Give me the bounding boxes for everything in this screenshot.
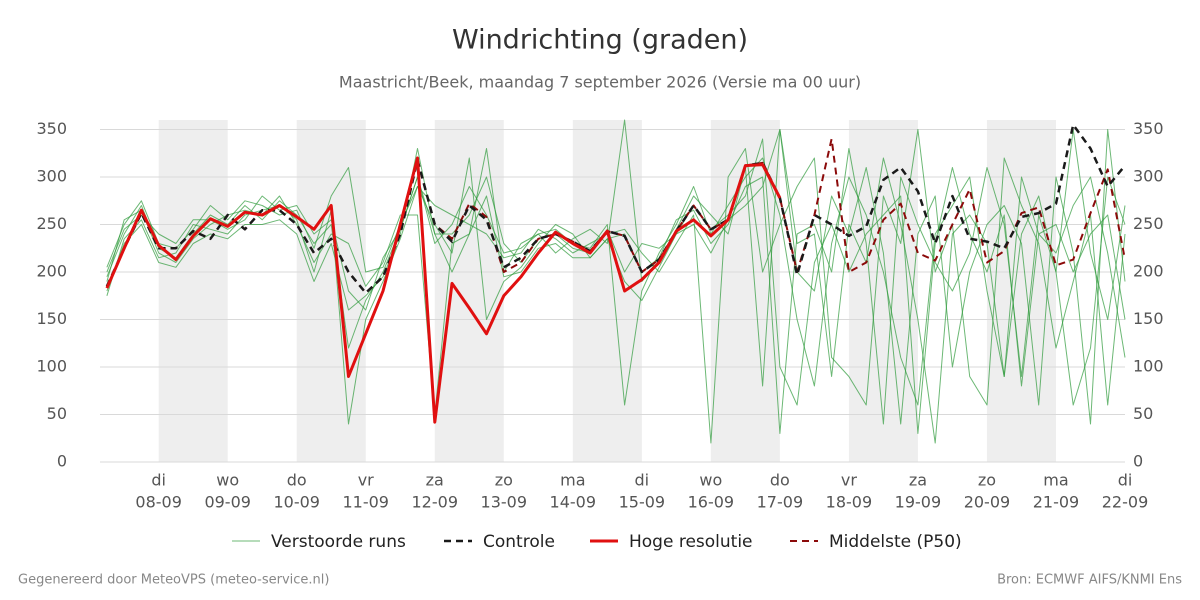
day-band [296,120,366,462]
ensemble-line [106,129,1126,444]
x-tick-label: vr [841,471,857,490]
day-band [158,120,228,462]
x-tick-label: 19-09 [895,493,942,512]
x-tick-label: wo [216,471,239,490]
legend-label: Middelste (P50) [829,532,962,552]
legend-label: Verstoorde runs [271,532,406,552]
x-tick-label: zo [978,471,996,490]
x-tick-label: ma [560,471,585,490]
footer-left: Gegenereerd door MeteoVPS (meteo-service… [18,573,329,588]
x-tick-label: 15-09 [619,493,666,512]
day-band [434,120,504,462]
series-line [105,123,1126,295]
chart-title: Windrichting (graden) [452,25,748,56]
x-tick-label: 09-09 [204,493,251,512]
y2-tick-label: 300 [1133,167,1164,186]
y2-tick-label: 150 [1133,309,1164,328]
y2-tick-label: 350 [1133,119,1164,138]
x-tick-label: 12-09 [412,493,459,512]
y-tick-label: 200 [36,262,67,281]
y-tick-label: 100 [36,357,67,376]
x-tick-label: do [770,471,790,490]
x-tick-label: do [287,471,307,490]
y2-tick-label: 100 [1133,357,1164,376]
y-tick-label: 300 [36,167,67,186]
footer-right: Bron: ECMWF AIFS/KNMI Ens [997,573,1182,588]
x-tick-label: 18-09 [826,493,873,512]
y-tick-label: 150 [36,309,67,328]
y-tick-label: 0 [57,452,67,471]
chart-subtitle: Maastricht/Beek, maandag 7 september 202… [339,73,861,92]
day-band [572,120,642,462]
y-tick-label: 350 [36,119,67,138]
x-tick-label: di [151,471,166,490]
x-tick-label: 16-09 [688,493,735,512]
x-tick-label: di [635,471,650,490]
x-tick-label: vr [358,471,374,490]
x-tick-label: 21-09 [1033,493,1080,512]
x-tick-label: 13-09 [481,493,528,512]
x-tick-label: 10-09 [273,493,320,512]
x-tick-label: ma [1043,471,1068,490]
x-tick-label: zo [495,471,513,490]
y2-tick-label: 50 [1133,404,1153,423]
x-tick-label: za [426,471,444,490]
day-band [986,120,1056,462]
x-tick-label: za [909,471,927,490]
y-tick-label: 250 [36,214,67,233]
x-tick-label: di [1118,471,1133,490]
series-line [105,156,782,424]
x-tick-label: 08-09 [135,493,182,512]
y2-tick-label: 200 [1133,262,1164,281]
y2-tick-label: 250 [1133,214,1164,233]
ensemble-line [106,119,1126,425]
x-tick-label: 20-09 [964,493,1011,512]
x-tick-label: 11-09 [342,493,389,512]
x-tick-label: 14-09 [550,493,597,512]
y2-tick-label: 0 [1133,452,1143,471]
y-tick-label: 50 [47,404,67,423]
x-tick-label: 22-09 [1102,493,1149,512]
x-tick-label: 17-09 [757,493,804,512]
x-tick-label: wo [699,471,722,490]
legend-label: Hoge resolutie [629,532,753,552]
legend-label: Controle [483,532,555,552]
